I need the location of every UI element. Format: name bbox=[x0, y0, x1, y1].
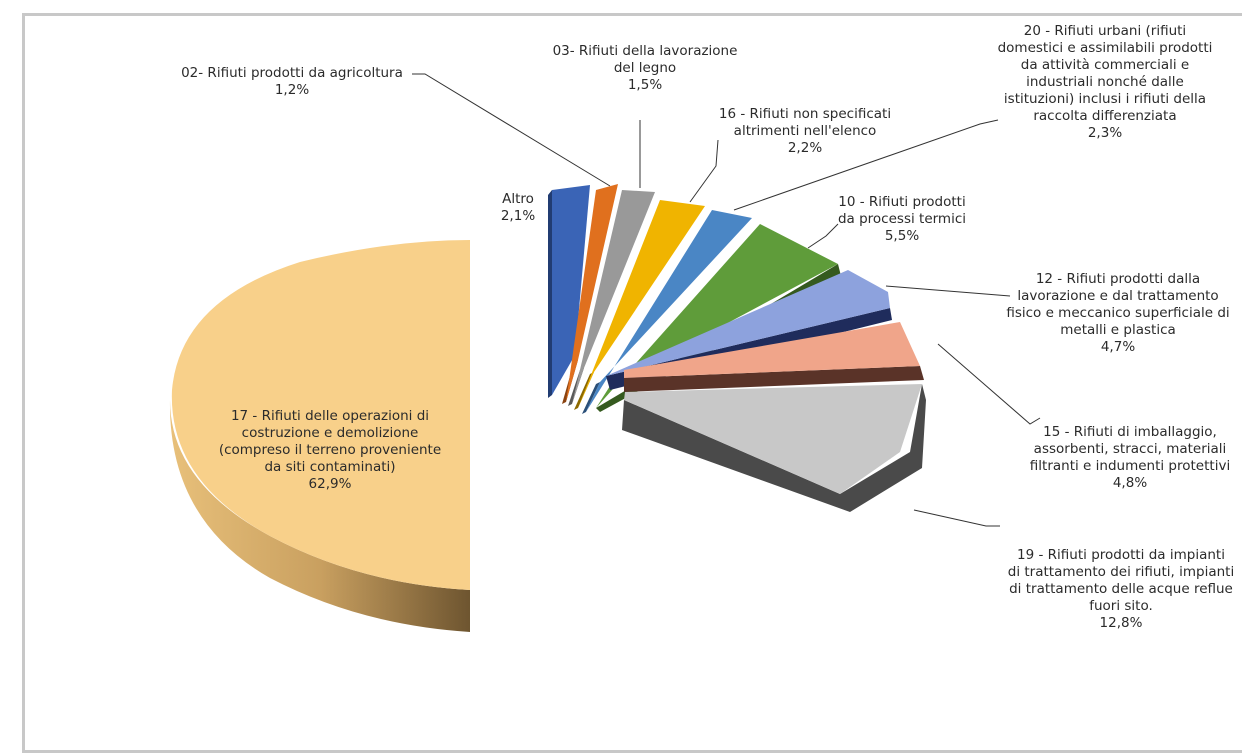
label-c16: 16 - Rifiuti non specificati altrimenti n… bbox=[719, 106, 891, 156]
label-c19-line: di trattamento delle acque reflue bbox=[1009, 581, 1233, 597]
label-c12-value: 4,7% bbox=[1101, 339, 1135, 355]
leader-c15 bbox=[937, 343, 1041, 425]
label-c20-line: raccolta differenziata bbox=[1033, 108, 1176, 124]
leader-lines bbox=[412, 73, 1041, 527]
leader-c20 bbox=[733, 119, 999, 211]
label-c03-value: 1,5% bbox=[628, 77, 662, 93]
label-c10-line: 10 - Rifiuti prodotti bbox=[838, 194, 965, 210]
label-c15-line: assorbenti, stracci, materiali bbox=[1034, 441, 1227, 457]
label-c20: 20 - Rifiuti urbani (rifiuti domestici e … bbox=[998, 23, 1213, 141]
label-c17-line: (compreso il terreno proveniente bbox=[219, 442, 441, 458]
label-c19-line: fuori sito. bbox=[1089, 598, 1153, 614]
label-c20-value: 2,3% bbox=[1088, 125, 1122, 141]
leader-c10 bbox=[807, 223, 839, 249]
label-altro: Altro 2,1% bbox=[501, 191, 535, 224]
leader-c16 bbox=[689, 139, 719, 203]
label-c03-line: del legno bbox=[614, 60, 676, 76]
label-c12-line: 12 - Rifiuti prodotti dalla bbox=[1036, 271, 1200, 287]
label-c20-line: da attività commerciali e bbox=[1021, 57, 1189, 73]
slice-c20 bbox=[586, 210, 752, 412]
slice-c16 bbox=[578, 200, 705, 408]
slice-c15 bbox=[624, 322, 920, 378]
slice-altro-side bbox=[548, 190, 552, 398]
slice-altro bbox=[552, 185, 590, 395]
label-c17-value: 62,9% bbox=[309, 476, 352, 492]
label-c12: 12 - Rifiuti prodotti dalla lavorazione e… bbox=[1006, 271, 1229, 355]
label-c16-line: 16 - Rifiuti non specificati bbox=[719, 106, 891, 122]
label-c15-line: filtranti e indumenti protettivi bbox=[1030, 458, 1230, 474]
label-c17-line: costruzione e demolizione bbox=[242, 425, 419, 441]
label-c19-line: 19 - Rifiuti prodotti da impianti bbox=[1017, 547, 1225, 563]
label-c15: 15 - Rifiuti di imballaggio, assorbenti, … bbox=[1030, 424, 1230, 491]
leader-c02 bbox=[412, 73, 611, 187]
slice-c02 bbox=[566, 184, 618, 402]
pie-slices bbox=[169, 184, 926, 632]
label-c12-line: metalli e plastica bbox=[1060, 322, 1176, 338]
label-c17: 17 - Rifiuti delle operazioni di costruzi… bbox=[219, 408, 441, 492]
label-c19-value: 12,8% bbox=[1100, 615, 1143, 631]
label-altro-line: Altro bbox=[502, 191, 534, 207]
label-c17-line: 17 - Rifiuti delle operazioni di bbox=[231, 408, 429, 424]
slice-c15-side bbox=[624, 366, 924, 392]
label-c03-line: 03- Rifiuti della lavorazione bbox=[553, 43, 738, 59]
label-c10: 10 - Rifiuti prodotti da processi termici… bbox=[838, 194, 966, 244]
label-c19-line: di trattamento dei rifiuti, impianti bbox=[1008, 564, 1234, 580]
label-c12-line: lavorazione e dal trattamento bbox=[1017, 288, 1218, 304]
label-c17-line: da siti contaminati) bbox=[264, 459, 395, 475]
slice-c03 bbox=[572, 190, 655, 404]
label-c15-line: 15 - Rifiuti di imballaggio, bbox=[1043, 424, 1217, 440]
label-c03: 03- Rifiuti della lavorazione del legno 1,… bbox=[553, 43, 738, 93]
slice-c17 bbox=[171, 240, 470, 590]
label-c12-line: fisico e meccanico superficiale di bbox=[1006, 305, 1229, 321]
slice-c10 bbox=[596, 224, 838, 408]
label-c20-line: istituzioni) inclusi i rifiuti della bbox=[1004, 91, 1206, 107]
slice-c20-side bbox=[582, 382, 600, 414]
label-c15-value: 4,8% bbox=[1113, 475, 1147, 491]
leader-c12 bbox=[885, 285, 1011, 297]
label-c10-line: da processi termici bbox=[838, 211, 966, 227]
pie-chart: Altro 2,1% 02- Rifiuti prodotti da agricol… bbox=[169, 23, 1234, 632]
label-c19: 19 - Rifiuti prodotti da impianti di trat… bbox=[1008, 547, 1234, 631]
label-c10-value: 5,5% bbox=[885, 228, 919, 244]
label-c20-line: 20 - Rifiuti urbani (rifiuti bbox=[1024, 23, 1186, 39]
label-c16-line: altrimenti nell'elenco bbox=[734, 123, 877, 139]
label-c02-line: 02- Rifiuti prodotti da agricoltura bbox=[181, 65, 403, 81]
label-c16-value: 2,2% bbox=[788, 140, 822, 156]
slice-c12 bbox=[606, 270, 890, 376]
label-c20-line: domestici e assimilabili prodotti bbox=[998, 40, 1213, 56]
slice-c19-side bbox=[622, 384, 926, 512]
leader-c19 bbox=[913, 509, 1000, 527]
label-c02: 02- Rifiuti prodotti da agricoltura 1,2% bbox=[181, 65, 403, 98]
slice-labels: Altro 2,1% 02- Rifiuti prodotti da agricol… bbox=[181, 23, 1234, 631]
label-altro-value: 2,1% bbox=[501, 208, 535, 224]
label-c02-value: 1,2% bbox=[275, 82, 309, 98]
slice-c17-side bbox=[169, 400, 470, 632]
slice-c19 bbox=[624, 384, 922, 494]
label-c20-line: industriali nonché dalle bbox=[1026, 74, 1184, 90]
